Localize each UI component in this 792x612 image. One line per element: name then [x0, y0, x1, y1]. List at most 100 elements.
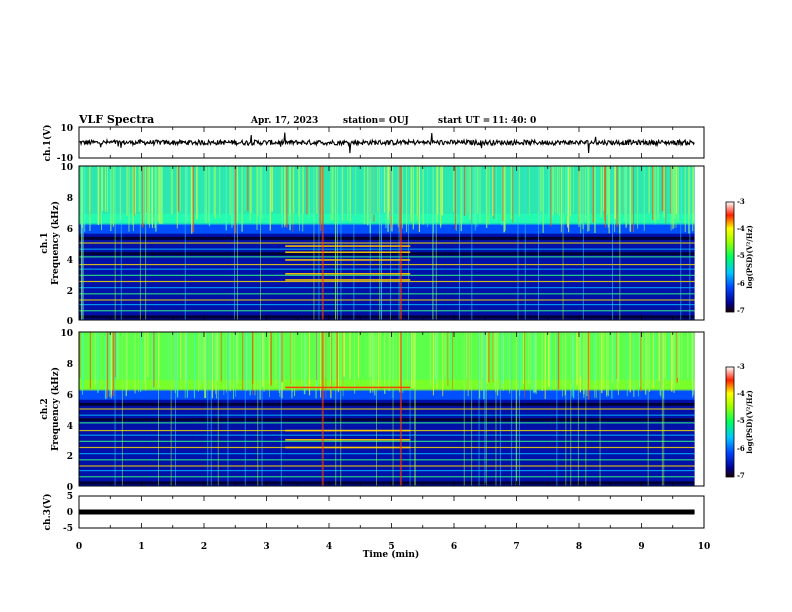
spectrogram-sferic: [213, 166, 215, 215]
spectrogram-sferic: [644, 332, 647, 395]
spectrogram-sferic: [501, 166, 503, 226]
spectrogram-sferic: [565, 166, 566, 215]
ch1-waveform-ylabel: ch.1(V): [42, 125, 53, 162]
spectrogram-impulse: [619, 166, 621, 320]
spectrogram-impulse: [237, 166, 238, 320]
spectrogram-sferic: [494, 332, 496, 387]
spectrogram-sferic: [566, 166, 568, 212]
spectrogram-sferic: [372, 332, 374, 393]
spectrogram-impulse: [376, 332, 377, 486]
spectrogram-sferic: [189, 166, 191, 222]
spectrogram-sferic: [672, 166, 674, 230]
spectrogram-sferic: [119, 166, 122, 220]
spectrogram-sferic: [441, 166, 443, 216]
spectrogram-impulse: [495, 332, 497, 486]
spectrogram-event-line: [285, 251, 411, 254]
spectrogram-sferic: [527, 332, 530, 384]
spectrogram-event-line: [285, 429, 411, 432]
spectrogram-sferic: [549, 332, 551, 388]
x-tick-label-4: 4: [326, 542, 332, 552]
spectrogram-sferic: [601, 332, 603, 394]
spectrogram-sferic: [629, 166, 632, 232]
spectrogram-sferic: [281, 332, 283, 382]
spectrogram-tone-line: [79, 310, 695, 312]
spectrogram-sferic: [270, 332, 272, 386]
spectrogram-impulse: [210, 332, 212, 486]
spectrogram-sferic: [687, 332, 689, 379]
spectrogram-transition-band: [79, 388, 695, 400]
spectrogram-sferic: [488, 166, 490, 225]
spectrogram-impulse: [335, 166, 336, 320]
spectrogram-sferic: [185, 332, 187, 379]
spectrogram-tone-line: [79, 453, 695, 455]
spectrogram-sferic: [97, 166, 100, 225]
ch3-tick-mid: 0: [67, 508, 73, 518]
ch3-waveform-trace: [79, 509, 695, 515]
ch1-freq-tick-6: 6: [67, 225, 73, 235]
ch1-freq-tick-0: 0: [67, 317, 73, 327]
spectrogram-impulse: [337, 166, 338, 320]
spectrogram-impulse: [471, 166, 473, 320]
spectrogram-sferic: [196, 166, 198, 220]
x-tick-label-0: 0: [76, 542, 82, 552]
spectrogram-impulse: [82, 166, 84, 320]
spectrogram-sferic: [180, 166, 181, 213]
spectrogram-sferic: [626, 332, 628, 397]
spectrogram-sferic: [435, 332, 437, 385]
spectrogram-sferic: [473, 166, 475, 225]
spectrogram-sferic: [613, 332, 615, 385]
spectrogram-impulse: [260, 166, 261, 320]
spectrogram-sferic: [106, 332, 109, 398]
spectrogram-sferic: [456, 166, 457, 231]
start-time-value: 11: 40: 0: [492, 116, 536, 126]
spectrogram-impulse: [459, 166, 460, 320]
spectrogram-impulse: [463, 332, 465, 486]
spectrogram-impulse: [340, 332, 342, 486]
spectrogram-sferic: [391, 166, 393, 223]
x-tick-label-5: 5: [388, 542, 394, 552]
spectrogram-sferic: [343, 332, 345, 377]
spectrogram-sferic: [177, 166, 180, 212]
spectrogram-sferic: [153, 332, 155, 388]
spectrogram-sferic: [292, 166, 294, 225]
spectrogram-sferic: [580, 166, 582, 234]
spectrogram-sferic: [603, 166, 604, 211]
ch1-colorbar-scale: [725, 201, 735, 313]
ch1-ylabel-frequency: Frequency (kHz): [50, 201, 61, 285]
spectrogram-sferic: [330, 166, 332, 221]
spectrogram-impulse: [379, 166, 381, 320]
spectrogram-sferic: [406, 166, 408, 232]
spectrogram-tone-line: [79, 434, 695, 436]
spectrogram-sferic: [371, 332, 373, 378]
spectrogram-sferic: [692, 166, 694, 232]
ch2-freq-tick-10: 10: [60, 329, 73, 339]
spectrogram-sferic: [523, 332, 525, 385]
spectrogram-sferic: [184, 332, 186, 399]
spectrogram-impulse: [680, 166, 682, 320]
spectrogram-sferic: [390, 166, 392, 228]
spectrogram-sferic: [671, 166, 672, 218]
spectrogram-sferic: [572, 332, 575, 399]
spectrogram-sferic: [442, 332, 444, 397]
spectrogram-sferic: [259, 332, 261, 400]
spectrogram-impulse: [318, 166, 320, 320]
x-axis-label: Time (min): [363, 549, 420, 560]
spectrogram-impulse: [244, 332, 246, 486]
spectrogram-impulse: [519, 332, 520, 486]
spectrogram-impulse: [280, 332, 282, 486]
spectrogram-impulse: [661, 332, 663, 486]
ch2-ylabel-channel: ch.2: [40, 398, 50, 419]
spectrogram-sferic: [568, 166, 570, 233]
spectrogram-sferic: [476, 166, 478, 228]
spectrogram-sferic: [504, 166, 506, 231]
spectrogram-impulse: [184, 166, 186, 320]
spectrogram-sferic: [220, 332, 222, 382]
ch1-cb-tick-m7: -7: [737, 306, 745, 315]
spectrogram-sferic: [211, 332, 213, 399]
spectrogram-sferic: [684, 166, 686, 232]
spectrogram-sferic: [395, 332, 397, 385]
spectrogram-sferic: [503, 166, 505, 233]
spectrogram-sferic: [154, 166, 156, 229]
spectrogram-sferic: [477, 166, 479, 215]
